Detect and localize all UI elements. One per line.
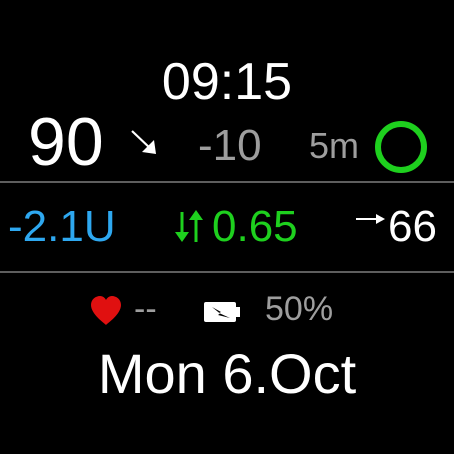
clock-time: 09:15 bbox=[161, 53, 293, 111]
arrow-down-right-icon bbox=[131, 130, 156, 154]
battery-charging-icon bbox=[204, 302, 240, 322]
sensor-value: 66 bbox=[388, 202, 437, 251]
divider-bottom bbox=[0, 271, 454, 273]
reading-age: 5m bbox=[309, 125, 360, 166]
up-down-arrows-icon bbox=[175, 210, 203, 242]
heart-icon bbox=[91, 296, 121, 325]
divider-top bbox=[0, 181, 454, 183]
glucose-value: 90 bbox=[28, 104, 104, 180]
status-ring-icon bbox=[375, 121, 427, 173]
heart-rate: -- bbox=[134, 290, 157, 328]
date-label: Mon 6.Oct bbox=[97, 342, 357, 405]
arrow-right-icon bbox=[356, 214, 385, 224]
battery-level: 50% bbox=[265, 290, 334, 328]
insulin-on-board: -2.1U bbox=[8, 202, 116, 251]
glucose-delta: -10 bbox=[198, 121, 262, 170]
basal-rate: 0.65 bbox=[212, 202, 298, 251]
